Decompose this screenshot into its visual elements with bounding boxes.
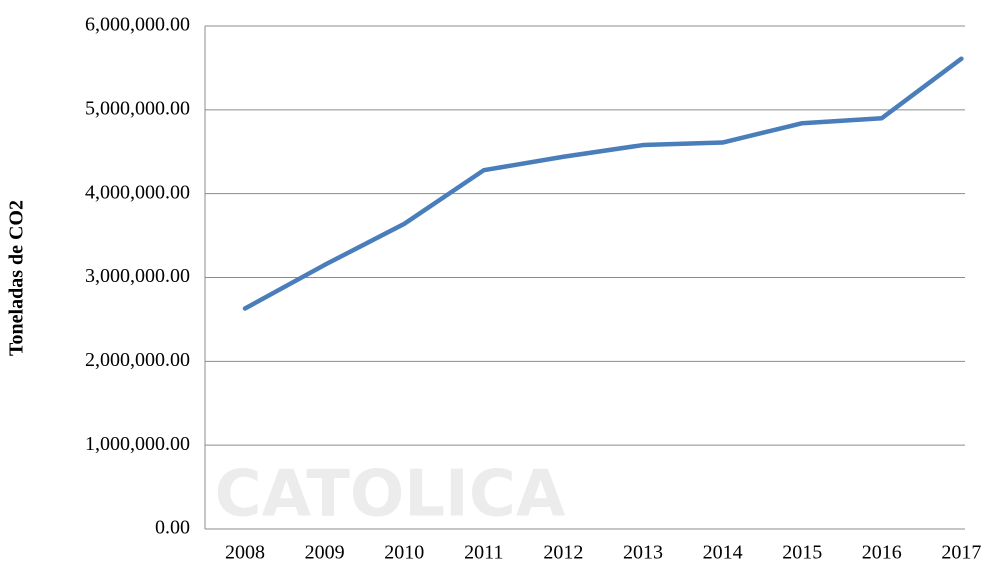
x-tick-label: 2015 <box>782 542 822 564</box>
x-tick-label: 2012 <box>543 542 583 564</box>
x-tick-label: 2013 <box>623 542 663 564</box>
y-tick-label: 5,000,000.00 <box>85 97 190 119</box>
data-line <box>242 56 964 311</box>
x-tick-label: 2014 <box>703 542 743 564</box>
x-tick-label: 2016 <box>862 542 902 564</box>
x-tick-label: 2010 <box>384 542 424 564</box>
y-tick-label: 6,000,000.00 <box>85 14 190 36</box>
y-tick-label: 3,000,000.00 <box>85 265 190 287</box>
y-axis-label: Toneladas de CO2 <box>6 200 28 356</box>
x-tick-label: 2017 <box>941 542 981 564</box>
y-tick-label: 0.00 <box>155 517 190 539</box>
y-tick-label: 4,000,000.00 <box>85 181 190 203</box>
x-tick-label: 2008 <box>225 542 265 564</box>
y-tick-label: 2,000,000.00 <box>85 349 190 371</box>
y-tick-label: 1,000,000.00 <box>85 433 190 455</box>
watermark: CATOLICA <box>215 458 566 532</box>
x-tick-label: 2009 <box>305 542 345 564</box>
x-tick-label: 2011 <box>464 542 503 564</box>
